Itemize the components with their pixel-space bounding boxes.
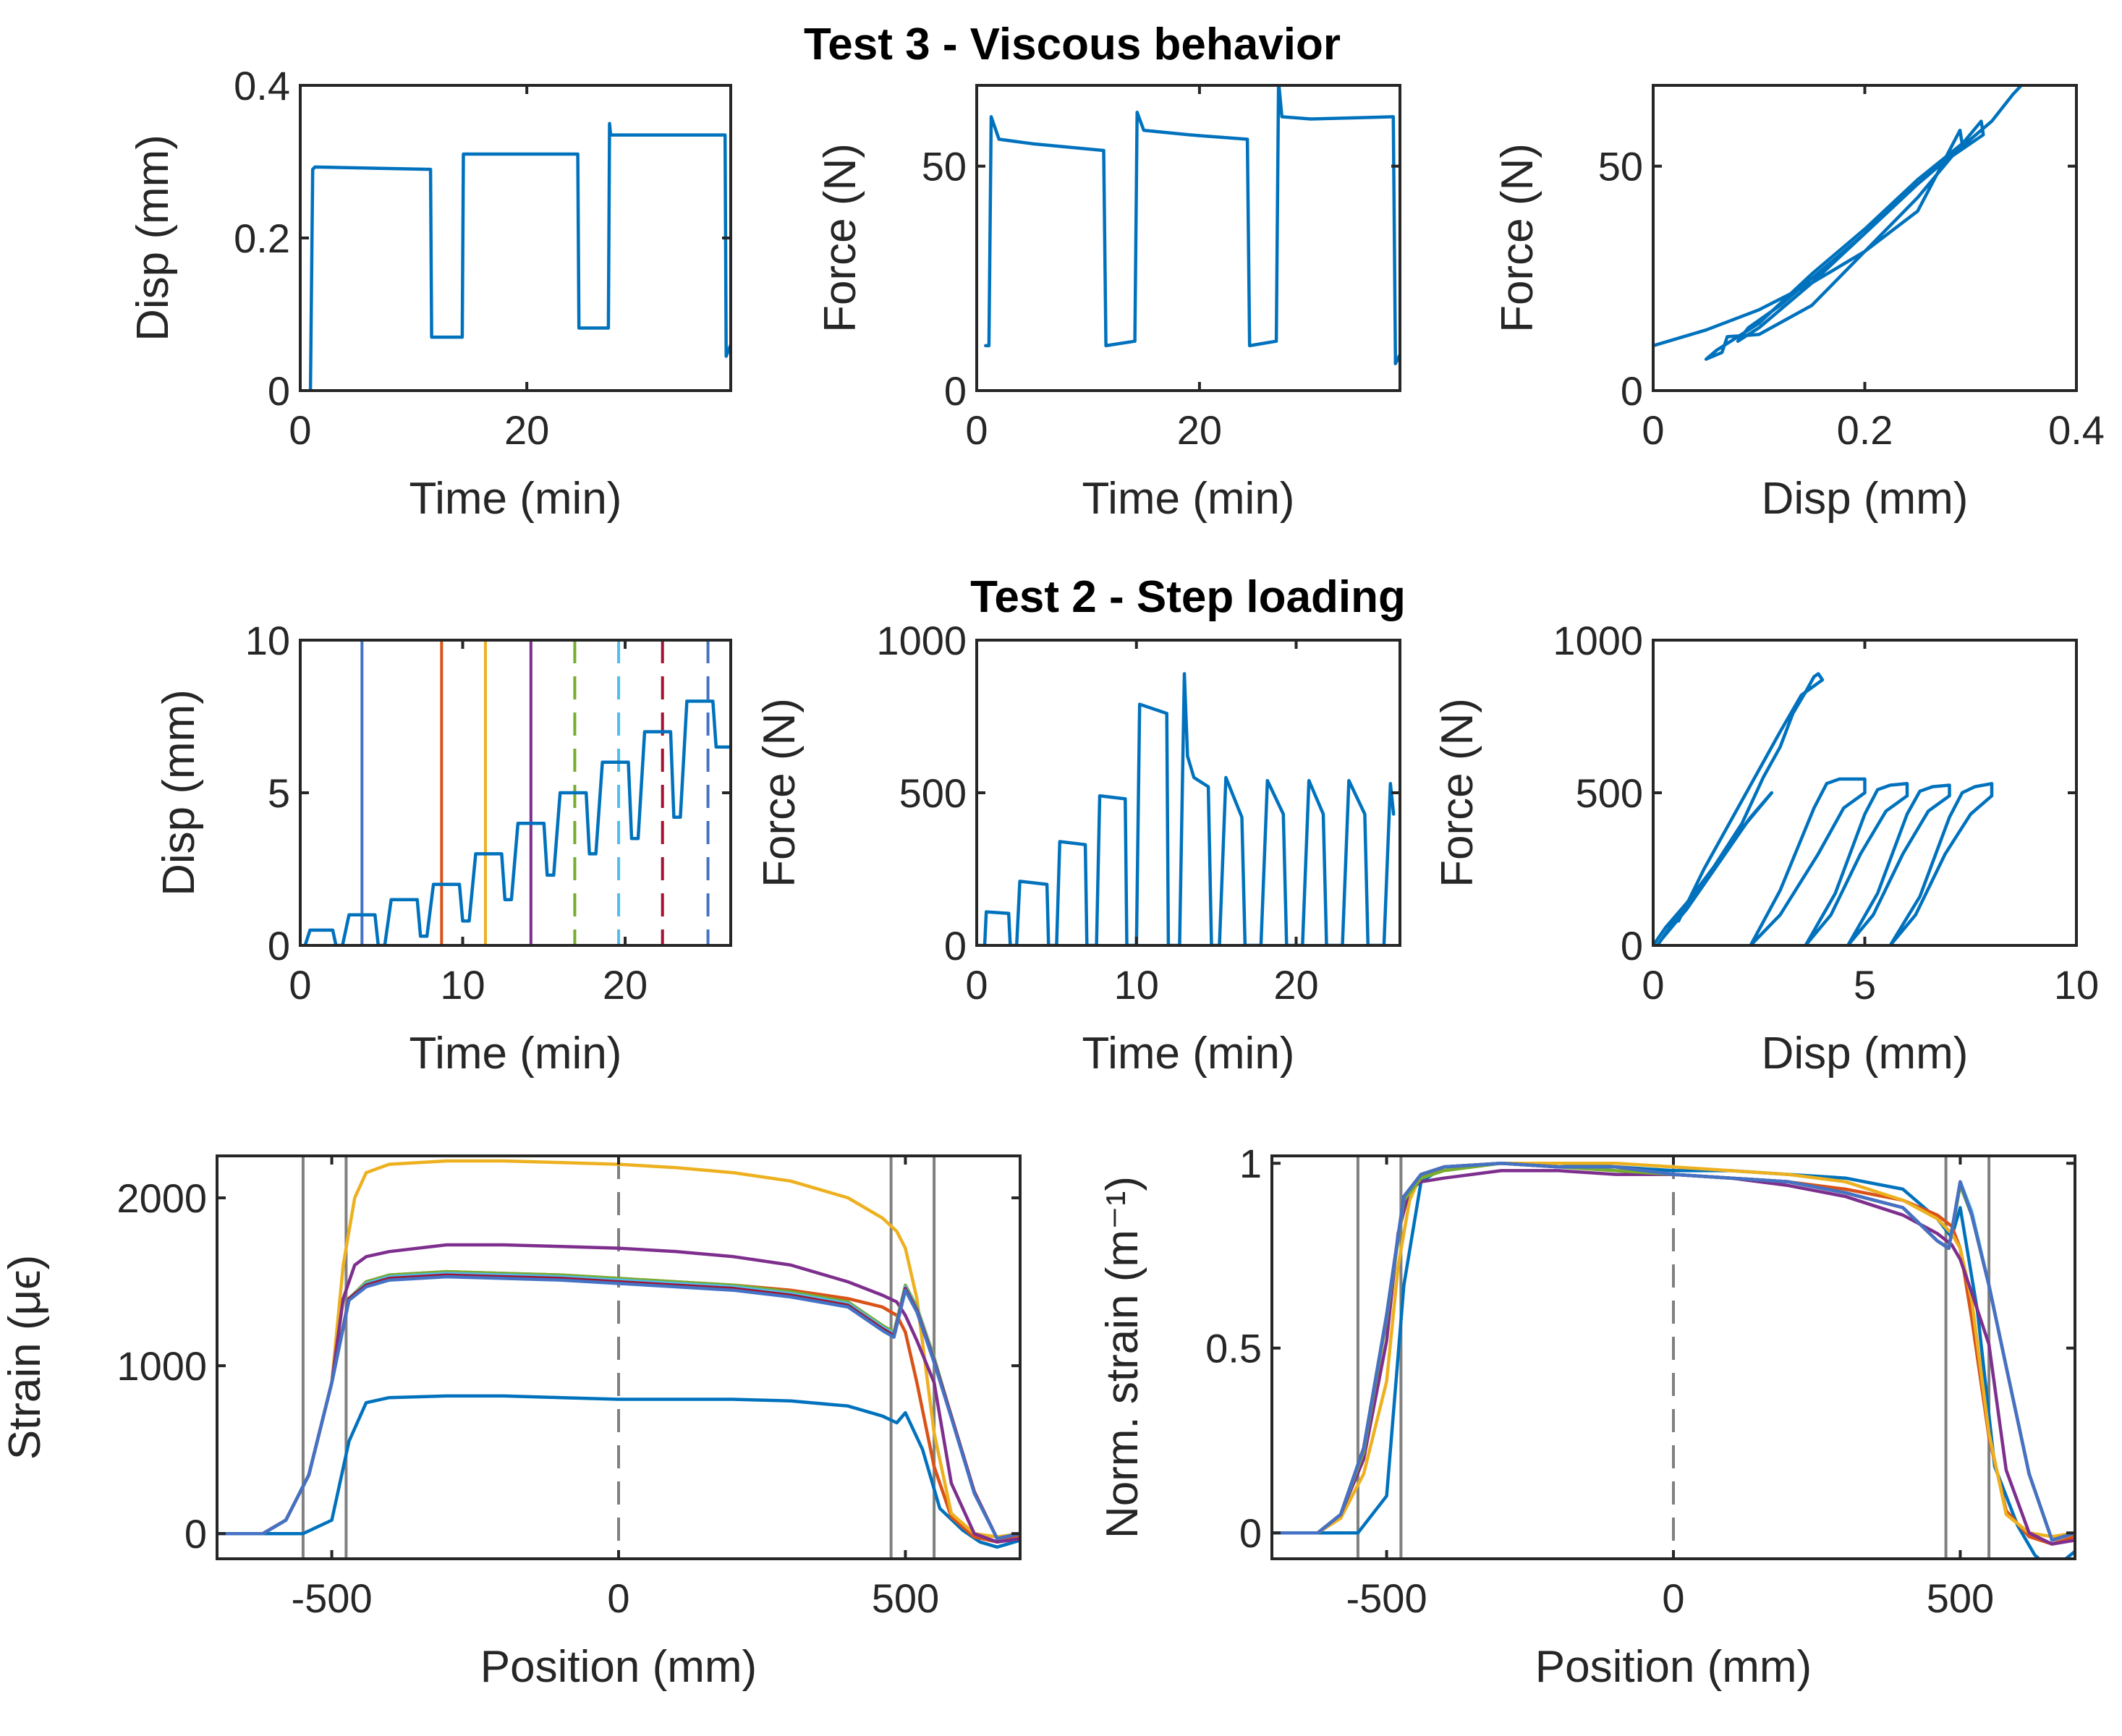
y-axis-label: Disp (mm) xyxy=(128,135,178,341)
y-tick-label: 1 xyxy=(1239,1141,1262,1186)
subplot-1: 0 20 0 0.2 0.4 Time (min) Disp (mm) xyxy=(128,63,732,524)
y-tick-label: 1000 xyxy=(116,1343,207,1389)
x-tick-label: 0 xyxy=(1662,1575,1684,1621)
x-tick-label: 10 xyxy=(440,962,485,1008)
x-tick-label: 20 xyxy=(603,962,648,1008)
x-axis-label: Position (mm) xyxy=(480,1642,757,1692)
x-axis-label: Time (min) xyxy=(409,1029,622,1078)
x-axis-label: Time (min) xyxy=(1082,474,1295,524)
series-line-1 xyxy=(1653,672,1825,945)
series-line-1 xyxy=(984,85,1400,366)
series-line-1 xyxy=(303,699,731,945)
x-tick-label: 0 xyxy=(965,962,988,1008)
y-axis-label: Strain (μϵ) xyxy=(0,1255,50,1460)
y-tick-label: 50 xyxy=(922,144,967,190)
subplot-5: 0 10 20 0 500 1000 Time (min) Force (N) xyxy=(755,618,1401,1078)
axes-frame xyxy=(299,84,732,392)
x-axis-label: Time (min) xyxy=(409,474,622,524)
axes-frame xyxy=(299,639,732,947)
x-tick-label: -500 xyxy=(292,1575,373,1621)
y-tick-label: 2000 xyxy=(116,1175,207,1221)
y-tick-label: 0 xyxy=(268,368,290,414)
axes-frame xyxy=(975,639,1401,947)
x-tick-label: 500 xyxy=(872,1575,939,1621)
x-tick-label: 500 xyxy=(1927,1575,1994,1621)
axes-frame xyxy=(975,84,1401,392)
series-line-2 xyxy=(1749,777,1867,945)
x-tick-label: 10 xyxy=(1114,962,1159,1008)
x-tick-label: 5 xyxy=(1854,962,1876,1008)
axes-frame xyxy=(1652,84,2078,392)
series-line-5 xyxy=(1888,782,1994,945)
series-line-1 xyxy=(308,122,731,391)
y-tick-label: 0 xyxy=(944,923,967,969)
x-tick-label: 0 xyxy=(607,1575,629,1621)
series-line-4 xyxy=(1846,783,1951,945)
y-tick-label: 500 xyxy=(899,770,967,816)
series-line-8 xyxy=(217,1275,1020,1541)
x-tick-label: 20 xyxy=(1273,962,1318,1008)
title-test-2: Test 2 - Step loading xyxy=(970,572,1406,622)
x-axis-label: Disp (mm) xyxy=(1762,1029,1969,1078)
subplot-7: -500 0 500 0 1000 2000 Position (mm) Strain (μϵ… xyxy=(0,1154,1022,1692)
series-line-1 xyxy=(977,672,1396,945)
y-tick-label: 0.5 xyxy=(1205,1326,1262,1371)
series-line-8 xyxy=(1272,1161,2075,1542)
series-line-3 xyxy=(1272,1161,2075,1539)
y-tick-label: 500 xyxy=(1576,770,1643,816)
subplot-8: -500 0 500 0 0.5 1 Position (mm) Norm. strain (… xyxy=(1098,1141,2076,1692)
x-tick-label: 0 xyxy=(1642,962,1664,1008)
y-axis-label: Norm. strain (m⁻¹) xyxy=(1098,1176,1147,1539)
title-test-3: Test 3 - Viscous behavior xyxy=(804,20,1341,69)
y-axis-label: Disp (mm) xyxy=(154,689,204,896)
y-tick-label: 0.4 xyxy=(234,63,290,109)
subplot-4: 0 10 20 0 5 10 Time (min) Disp (mm) xyxy=(154,618,732,1078)
subplot-6: 0 5 10 0 500 1000 Disp (mm) Force (N) xyxy=(1433,618,2099,1078)
y-tick-label: 50 xyxy=(1598,144,1643,190)
x-axis-label: Position (mm) xyxy=(1535,1642,1812,1692)
series-line-1 xyxy=(217,1394,1020,1549)
x-tick-label: 0 xyxy=(289,962,311,1008)
subplot-3: 0 0.2 0.4 0 50 Disp (mm) Force (N) xyxy=(1493,84,2105,524)
y-tick-label: 0 xyxy=(1621,368,1643,414)
x-axis-label: Disp (mm) xyxy=(1762,474,1969,524)
y-tick-label: 0 xyxy=(1621,923,1643,969)
y-tick-label: 0 xyxy=(184,1511,207,1557)
x-tick-label: 20 xyxy=(504,407,549,453)
x-tick-label: 0 xyxy=(289,407,311,453)
y-tick-label: 10 xyxy=(245,618,290,663)
y-tick-label: 0 xyxy=(944,368,967,414)
y-tick-label: 5 xyxy=(268,770,290,816)
y-axis-label: Force (N) xyxy=(1433,698,1482,888)
y-tick-label: 1000 xyxy=(876,618,967,663)
y-axis-label: Force (N) xyxy=(815,143,865,333)
y-tick-label: 0 xyxy=(268,923,290,969)
series-line-3 xyxy=(1804,782,1909,945)
x-tick-label: 0 xyxy=(965,407,988,453)
series-line-1 xyxy=(1653,85,2024,361)
x-axis-label: Time (min) xyxy=(1082,1029,1295,1078)
y-axis-label: Force (N) xyxy=(755,698,805,888)
y-axis-label: Force (N) xyxy=(1493,143,1542,333)
y-tick-label: 1000 xyxy=(1553,618,1643,663)
x-tick-label: 20 xyxy=(1177,407,1222,453)
x-tick-label: 10 xyxy=(2054,962,2099,1008)
x-tick-label: 0.4 xyxy=(2048,407,2105,453)
x-tick-label: 0 xyxy=(1642,407,1664,453)
y-tick-label: 0 xyxy=(1239,1510,1262,1556)
x-tick-label: 0.2 xyxy=(1837,407,1893,453)
x-tick-label: -500 xyxy=(1346,1575,1427,1621)
subplot-2: 0 20 0 50 Time (min) Force (N) xyxy=(815,84,1401,524)
y-tick-label: 0.2 xyxy=(234,216,290,261)
